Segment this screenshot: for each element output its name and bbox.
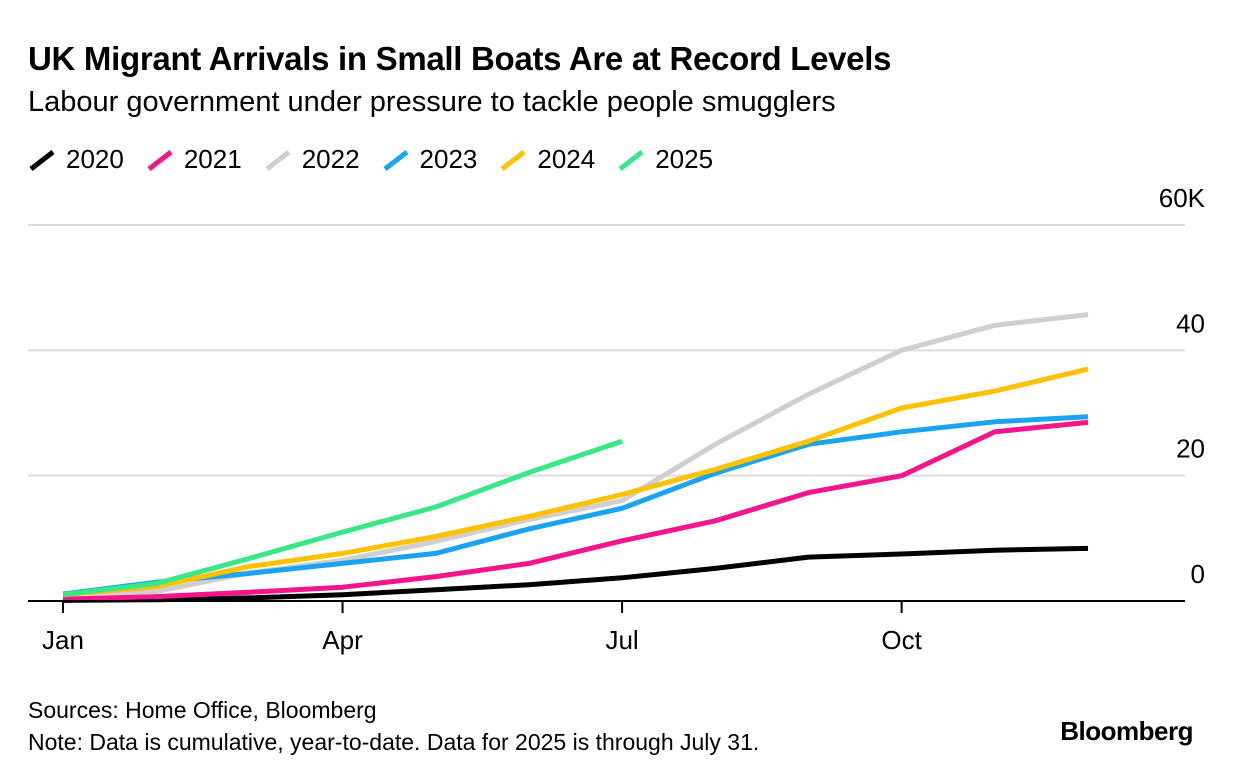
x-tick-label-jan: Jan <box>42 625 84 655</box>
legend-swatch-2023 <box>383 149 409 171</box>
chart-title: UK Migrant Arrivals in Small Boats Are a… <box>28 40 892 77</box>
note-text: Note: Data is cumulative, year-to-date. … <box>28 729 760 755</box>
x-tick-label-oct: Oct <box>881 625 922 655</box>
y-tick-label-2: 40 <box>1176 308 1205 338</box>
series-line-2024 <box>62 366 1089 598</box>
legend-swatch-2021 <box>147 149 173 171</box>
legend-swatch-2024 <box>500 149 526 171</box>
x-tick-label-apr: Apr <box>322 625 363 655</box>
legend-item-2023: 2023 <box>382 144 478 175</box>
bloomberg-logo: Bloomberg <box>1060 716 1193 746</box>
sources-text: Sources: Home Office, Bloomberg <box>28 697 377 723</box>
series-line-2023 <box>62 414 1089 597</box>
legend-item-2024: 2024 <box>499 144 595 175</box>
y-tick-label-1: 20 <box>1176 434 1205 464</box>
legend-label-2024: 2024 <box>537 144 596 174</box>
x-tick-label-jul: Jul <box>605 625 638 655</box>
legend-item-2020: 2020 <box>28 144 124 175</box>
legend-label-2022: 2022 <box>301 144 360 174</box>
chart-subtitle: Labour government under pressure to tack… <box>28 86 836 118</box>
legend: 2020 2021 2022 2023 2024 2025 <box>28 144 735 175</box>
series-line-2025 <box>62 438 623 598</box>
legend-label-2023: 2023 <box>419 144 478 174</box>
legend-item-2021: 2021 <box>146 144 242 175</box>
legend-swatch-2025 <box>618 149 644 171</box>
y-tick-label-3: 60K <box>1159 183 1206 213</box>
series-line-2021 <box>62 419 1089 602</box>
legend-item-2022: 2022 <box>264 144 360 175</box>
y-tick-label-0: 0 <box>1191 559 1205 589</box>
legend-label-2025: 2025 <box>655 144 714 174</box>
series-line-2020 <box>62 545 1089 603</box>
footer-notes: Sources: Home Office, Bloomberg Note: Da… <box>28 694 759 758</box>
legend-item-2025: 2025 <box>617 144 713 175</box>
legend-swatch-2020 <box>29 149 55 171</box>
legend-label-2020: 2020 <box>66 144 124 174</box>
legend-label-2021: 2021 <box>183 144 242 174</box>
legend-swatch-2022 <box>265 149 291 171</box>
